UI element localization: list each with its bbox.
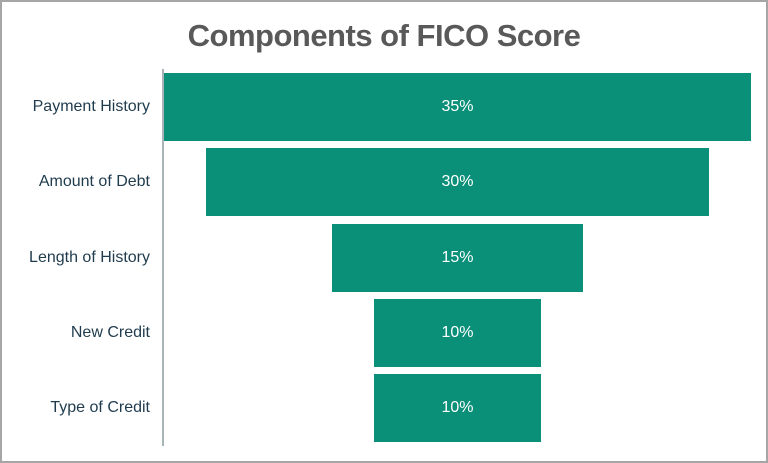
y-axis-line	[162, 69, 164, 446]
category-label: Type of Credit	[50, 399, 150, 417]
bar-data-label: 10%	[441, 399, 474, 417]
funnel-bar: 15%	[331, 223, 584, 292]
category-label: Payment History	[32, 97, 150, 115]
bar-data-label: 30%	[441, 173, 474, 191]
bar-data-label: 15%	[441, 248, 474, 266]
chart-row: Amount of Debt 30%	[2, 144, 751, 219]
chart-row: Payment History 35%	[2, 69, 751, 144]
bar-area: 35%	[164, 69, 751, 144]
funnel-bar: 10%	[373, 298, 542, 367]
bar-data-label: 10%	[441, 323, 474, 341]
funnel-bar: 30%	[205, 148, 710, 217]
chart-row: Type of Credit 10%	[2, 371, 751, 446]
bar-area: 10%	[164, 371, 751, 446]
funnel-bar: 35%	[164, 72, 751, 141]
category-label: New Credit	[70, 323, 150, 341]
category-label: Amount of Debt	[38, 173, 150, 191]
funnel-bar: 10%	[373, 374, 542, 443]
bar-data-label: 35%	[441, 97, 474, 115]
chart-row: New Credit 10%	[2, 295, 751, 370]
bar-area: 30%	[164, 144, 751, 219]
chart-row: Length of History 15%	[2, 220, 751, 295]
funnel-chart: Payment History 35% Amount of Debt 30% L…	[2, 69, 751, 446]
bar-area: 15%	[164, 220, 751, 295]
chart-title: Components of FICO Score	[187, 18, 581, 53]
category-label: Length of History	[29, 248, 150, 266]
bar-area: 10%	[164, 295, 751, 370]
